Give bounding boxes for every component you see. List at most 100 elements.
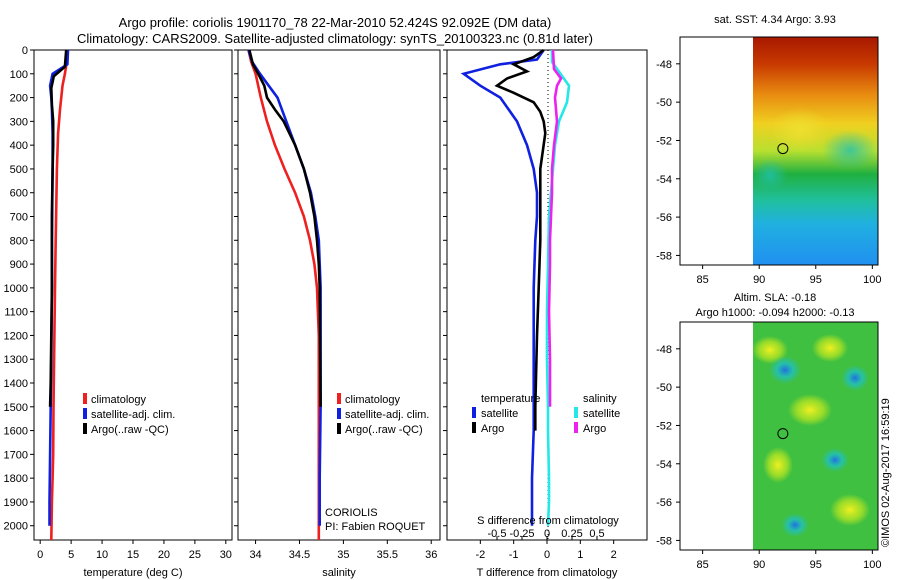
legend-t-satellite-swatch (472, 407, 476, 418)
x-tick-label: 34.5 (289, 549, 310, 561)
depth-tick-label: 1200 (4, 330, 28, 342)
temperature-axes-frame (33, 49, 233, 541)
legend-climatology-label: climatology (345, 394, 401, 406)
sla-high-patch (830, 494, 870, 526)
depth-tick-label: 1300 (4, 354, 28, 366)
sla-low-patch (821, 448, 849, 472)
depth-tick-label: 1000 (4, 283, 28, 295)
x-tick-label: 1 (577, 549, 583, 561)
legend-climatology-label: climatology (91, 394, 147, 406)
legend-satellite-label: satellite-adj. clim. (345, 409, 429, 421)
longitude-tick-label: 85 (697, 559, 709, 571)
depth-tick-label: 0 (22, 45, 28, 57)
series-line-t-argo (494, 48, 547, 431)
salinity-axes-frame (237, 49, 441, 541)
longitude-tick-label: 90 (753, 274, 765, 286)
longitude-tick-label: 95 (810, 559, 822, 571)
series-line-climatology (50, 50, 69, 541)
latitude-tick-label: -58 (656, 535, 672, 547)
salinity-xlabel: salinity (322, 567, 356, 579)
sla-latitude-ticks: -48 -50 -52 -54 -56 -58 (656, 344, 680, 547)
temperature-tick-labels: 0 5 10 15 20 25 30 (37, 540, 232, 561)
temperature-series (48, 49, 70, 541)
x-tick-label: 36 (425, 549, 437, 561)
legend-argo-swatch (337, 423, 341, 434)
legend-t-argo-swatch (472, 422, 476, 433)
salinity-tick-labels: 34 34.5 35 35.5 36 (249, 540, 437, 561)
latitude-tick-label: -58 (656, 250, 672, 262)
difference-series (460, 48, 571, 526)
legend-argo-label: Argo(..raw -QC) (91, 424, 169, 436)
salinity-series (247, 49, 322, 540)
x-tick-label: 0.5 (589, 528, 604, 540)
legend-climatology-swatch (83, 393, 87, 404)
x-tick-label: 0 (544, 549, 550, 561)
legend-t-argo-label: Argo (481, 423, 504, 435)
x-tick-label: 34 (249, 549, 261, 561)
depth-tick-label: 1500 (4, 402, 28, 414)
legend-s-argo-swatch (574, 422, 578, 433)
sla-low-patch (841, 365, 869, 391)
x-tick-label: 0 (544, 528, 550, 540)
legend-satellite-label: satellite-adj. clim. (91, 409, 175, 421)
sst-longitude-ticks: 85 90 95 100 (697, 265, 882, 286)
latitude-tick-label: -48 (656, 59, 672, 71)
sst-cool-patch (822, 130, 878, 170)
sla-low-patch (769, 356, 801, 384)
depth-tick-label: 1600 (4, 426, 28, 438)
sst-map-frame (679, 36, 879, 266)
argo-position-marker (777, 428, 789, 440)
pi-label: PI: Fabien ROQUET (325, 521, 426, 533)
sla-map-frame (679, 321, 879, 551)
temperature-legend: climatology satellite-adj. clim. Argo(..… (83, 393, 175, 436)
salinity-panel: 34 34.5 35 35.5 36 salinity climatology sate… (237, 49, 441, 579)
sla-high-patch (788, 394, 832, 426)
x-tick-label: -1 (509, 549, 519, 561)
longitude-tick-label: 100 (863, 559, 881, 571)
legend-s-satellite-label: satellite (583, 408, 620, 420)
legend-satellite-swatch (337, 408, 341, 419)
sla-map-title-line2: Argo h1000: -0.094 h2000: -0.13 (695, 307, 854, 319)
depth-tick-label: 1400 (4, 378, 28, 390)
x-tick-label: 35 (337, 549, 349, 561)
sla-high-patch (763, 447, 793, 483)
sst-map-panel: sat. SST: 4.34 Argo: 3.93 -48 -50 -52 -54 -5… (656, 14, 881, 286)
depth-tick-label: 400 (10, 140, 28, 152)
legend-satellite-swatch (83, 408, 87, 419)
latitude-tick-label: -56 (656, 497, 672, 509)
longitude-tick-label: 100 (863, 274, 881, 286)
legend-argo-swatch (83, 423, 87, 434)
x-tick-label: 0.25 (561, 528, 582, 540)
sst-latitude-ticks: -48 -50 -52 -54 -56 -58 (656, 59, 680, 262)
sst-field (752, 37, 878, 265)
legend-s-satellite-swatch (574, 407, 578, 418)
sla-field (752, 322, 878, 550)
s-difference-tick-labels: -0.5 -0.25 0 0.25 0.5 (488, 528, 605, 540)
legend-t-satellite-label: satellite (481, 408, 518, 420)
legend-salinity-header: salinity (583, 393, 617, 405)
depth-tick-label: 1900 (4, 497, 28, 509)
difference-panel: -2 -1 0 1 2 -0.5 -0.25 0 0.25 0.5 S difference f… (446, 48, 648, 579)
x-tick-label: 35.5 (377, 549, 398, 561)
x-tick-label: 2 (611, 549, 617, 561)
depth-tick-label: 200 (10, 93, 28, 105)
temperature-panel: 0100200300400500600700800900100011001200… (4, 45, 447, 579)
t-difference-tick-labels: -2 -1 0 1 2 (475, 540, 617, 561)
institution-label: CORIOLIS (325, 507, 378, 519)
x-tick-label: 20 (158, 549, 170, 561)
depth-tick-label: 500 (10, 164, 28, 176)
series-line-argo (248, 49, 322, 407)
latitude-tick-label: -54 (656, 459, 672, 471)
copyright-stamp: ©IMOS 02-Aug-2017 16:59:19 (880, 398, 892, 547)
sla-map-panel: Altim. SLA: -0.18 Argo h1000: -0.094 h20… (656, 292, 881, 571)
x-tick-label: 15 (127, 549, 139, 561)
longitude-tick-label: 95 (810, 274, 822, 286)
x-tick-label: 30 (220, 549, 232, 561)
x-tick-label: 25 (189, 549, 201, 561)
latitude-tick-label: -54 (656, 174, 672, 186)
argo-position-marker (777, 143, 789, 155)
depth-tick-label: 1800 (4, 473, 28, 485)
latitude-tick-label: -52 (656, 420, 672, 432)
sla-high-patch (752, 336, 788, 364)
